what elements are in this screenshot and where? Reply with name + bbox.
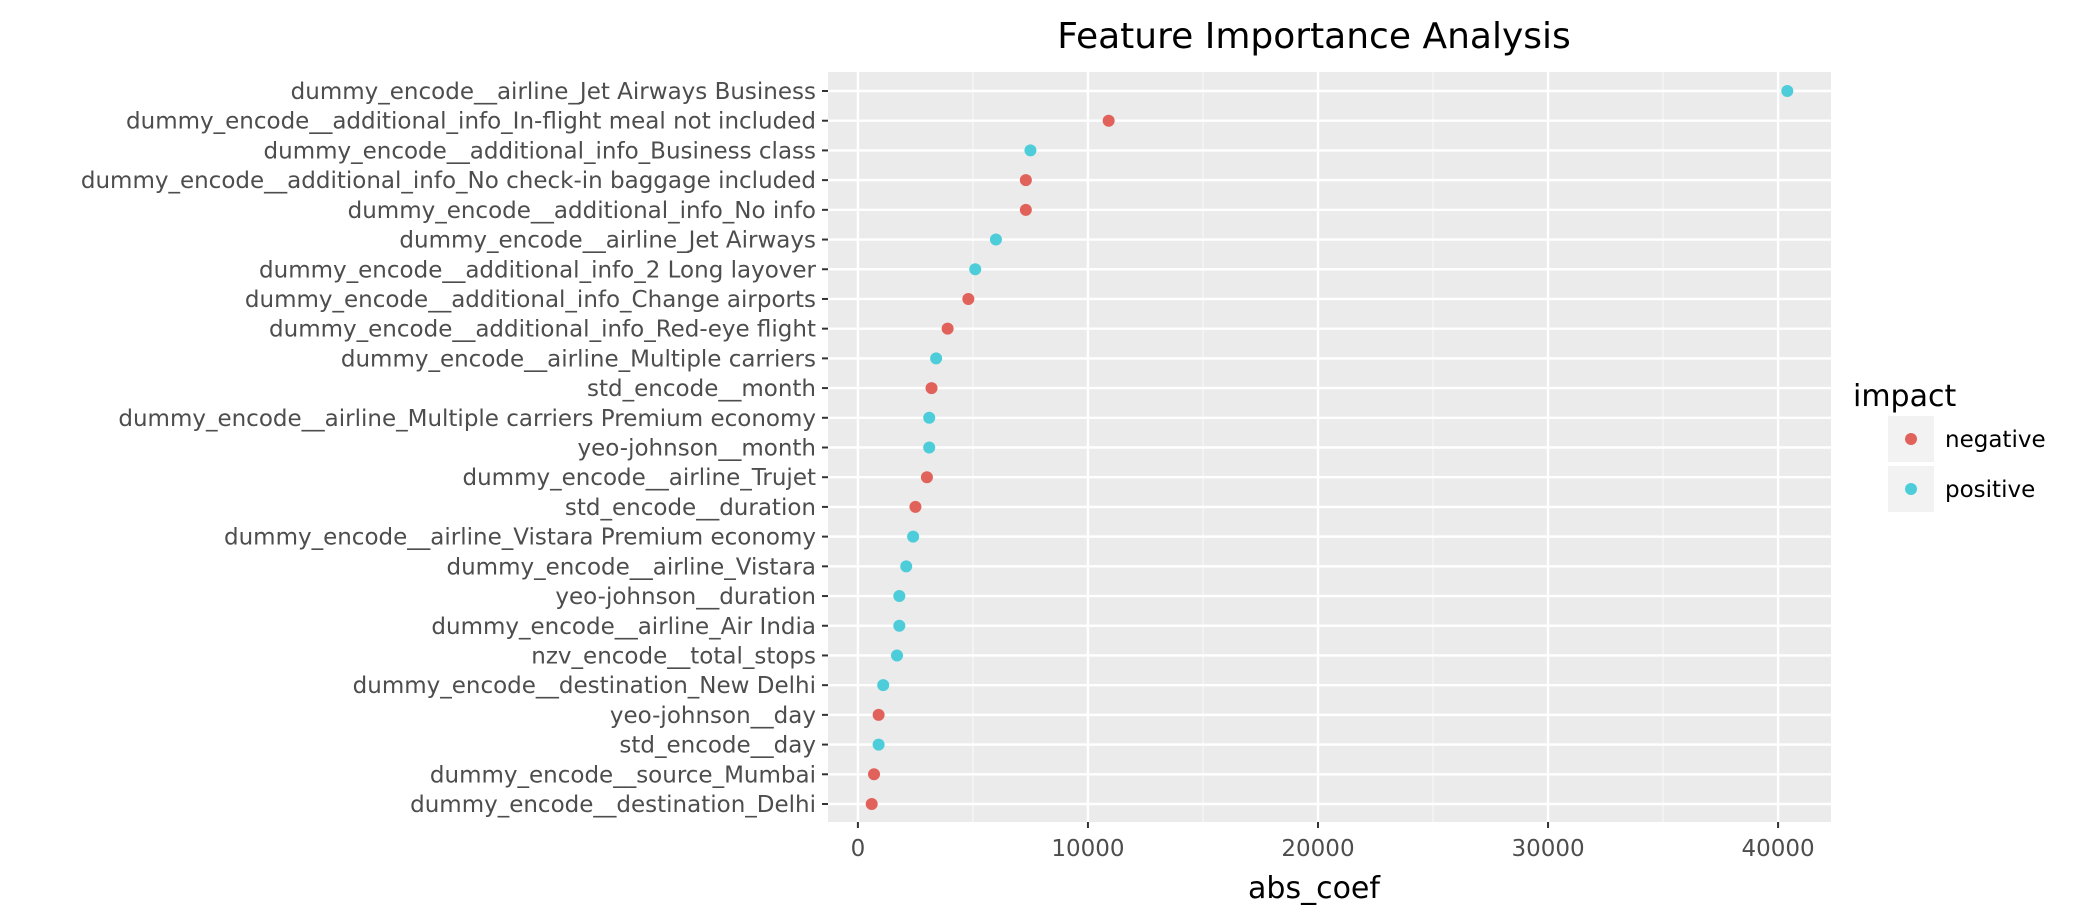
y-tick-label: dummy_encode__airline_Vistara Premium ec… — [224, 525, 816, 551]
y-tick-label: dummy_encode__additional_info_Red-eye fl… — [269, 317, 816, 343]
y-tick-label: dummy_encode__airline_Trujet — [462, 465, 816, 491]
legend: impact negative positive — [1853, 379, 2046, 512]
y-axis: dummy_encode__airline_Jet Airways Busine… — [81, 79, 828, 818]
data-point-positive — [923, 441, 936, 454]
data-point-positive — [900, 560, 913, 573]
y-tick-label: dummy_encode__additional_info_Business c… — [264, 138, 816, 164]
legend-key-positive — [1905, 483, 1917, 495]
x-tick-label: 10000 — [1051, 836, 1124, 862]
data-point-positive — [893, 590, 906, 603]
y-tick-label: dummy_encode__airline_Multiple carriers — [341, 346, 816, 372]
y-tick-label: dummy_encode__additional_info_2 Long lay… — [259, 257, 816, 283]
data-point-positive — [877, 679, 890, 692]
x-tick-label: 30000 — [1511, 836, 1584, 862]
y-tick-label: yeo-johnson__duration — [555, 584, 816, 610]
y-tick-label: yeo-johnson__month — [578, 436, 816, 462]
y-tick-label: std_encode__month — [587, 376, 816, 402]
y-tick-label: std_encode__duration — [565, 495, 816, 521]
legend-key-negative — [1905, 433, 1917, 445]
y-tick-label: dummy_encode__destination_Delhi — [410, 792, 816, 818]
data-point-negative — [1019, 203, 1032, 216]
data-point-negative — [1019, 174, 1032, 187]
data-point-positive — [907, 530, 920, 543]
y-tick-label: yeo-johnson__day — [610, 703, 816, 729]
chart-title: Feature Importance Analysis — [1057, 16, 1571, 57]
y-tick-label: dummy_encode__destination_New Delhi — [353, 673, 816, 699]
legend-title: impact — [1853, 379, 1956, 414]
x-tick-label: 0 — [851, 836, 866, 862]
legend-label: negative — [1945, 427, 2046, 453]
data-point-negative — [920, 471, 933, 484]
data-point-negative — [1102, 114, 1115, 127]
x-tick-label: 20000 — [1281, 836, 1354, 862]
data-point-positive — [969, 263, 982, 276]
y-tick-label: dummy_encode__airline_Air India — [431, 614, 816, 640]
y-tick-label: nzv_encode__total_stops — [531, 643, 816, 669]
data-point-positive — [893, 619, 906, 632]
y-tick-label: dummy_encode__airline_Jet Airways Busine… — [291, 79, 816, 105]
y-tick-label: std_encode__day — [619, 733, 816, 759]
data-point-negative — [941, 322, 954, 335]
data-point-positive — [872, 738, 885, 751]
data-point-negative — [962, 292, 975, 305]
legend-label: positive — [1945, 477, 2035, 503]
data-point-positive — [930, 352, 943, 365]
data-point-negative — [925, 382, 938, 395]
y-tick-label: dummy_encode__airline_Jet Airways — [399, 228, 816, 254]
y-tick-label: dummy_encode__source_Mumbai — [430, 762, 816, 788]
data-point-positive — [891, 649, 904, 662]
y-tick-label: dummy_encode__additional_info_No check-i… — [81, 168, 816, 194]
data-point-positive — [1024, 144, 1037, 157]
y-tick-label: dummy_encode__additional_info_In-flight … — [126, 109, 816, 135]
x-axis: 0 10000 20000 30000 40000 — [851, 822, 1815, 862]
data-point-negative — [865, 798, 878, 810]
x-axis-title: abs_coef — [1248, 871, 1381, 906]
data-point-negative — [909, 500, 922, 513]
data-point-negative — [868, 768, 881, 781]
data-points — [865, 85, 1794, 810]
data-point-positive — [923, 411, 936, 424]
data-point-negative — [872, 708, 885, 721]
y-tick-label: dummy_encode__airline_Vistara — [446, 554, 816, 580]
x-tick-label: 40000 — [1742, 836, 1815, 862]
data-point-positive — [989, 233, 1002, 246]
y-tick-label: dummy_encode__airline_Multiple carriers … — [118, 406, 816, 432]
y-tick-label: dummy_encode__additional_info_Change air… — [245, 287, 816, 313]
data-point-positive — [1781, 85, 1794, 97]
major-gridlines — [828, 72, 1831, 822]
y-tick-label: dummy_encode__additional_info_No info — [348, 198, 816, 224]
